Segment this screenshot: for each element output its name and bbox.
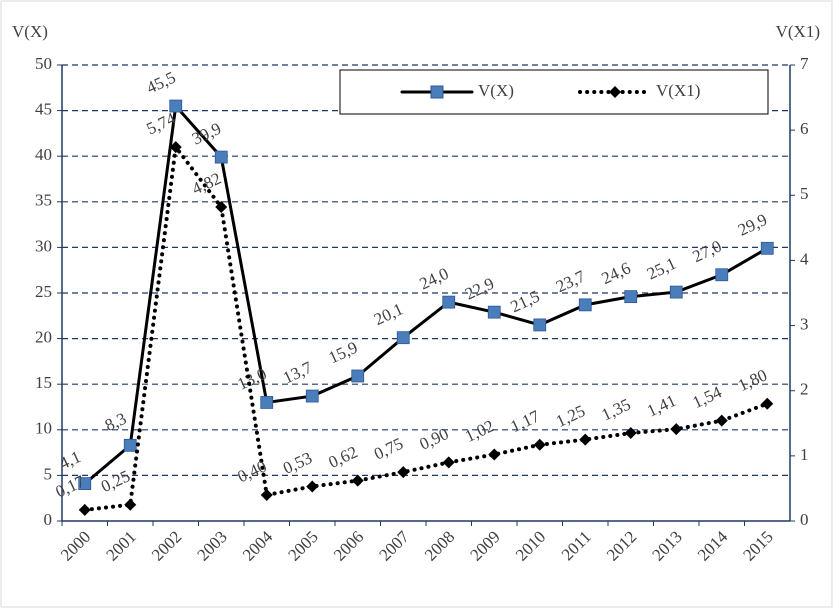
y2-tick-label: 2 xyxy=(800,380,809,399)
legend-marker xyxy=(609,86,621,98)
marker xyxy=(533,438,546,451)
marker xyxy=(214,150,228,164)
marker xyxy=(169,141,182,154)
marker xyxy=(305,389,319,403)
marker xyxy=(488,448,501,461)
marker xyxy=(260,396,274,409)
marker xyxy=(442,456,455,469)
y-axis-title: V(X) xyxy=(12,22,48,41)
y-tick-label: 45 xyxy=(35,100,52,119)
marker xyxy=(351,369,365,383)
y2-tick-label: 3 xyxy=(800,314,809,333)
y-tick-label: 5 xyxy=(44,464,53,483)
y-tick-label: 25 xyxy=(35,282,52,301)
y-tick-label: 15 xyxy=(35,373,52,392)
marker xyxy=(78,503,91,516)
marker xyxy=(487,305,501,319)
y-tick-label: 30 xyxy=(35,236,52,255)
y-tick-label: 0 xyxy=(44,510,53,529)
marker xyxy=(396,331,410,345)
marker xyxy=(579,433,592,446)
series-line xyxy=(83,102,769,486)
y2-tick-label: 5 xyxy=(800,184,809,203)
marker xyxy=(169,99,183,113)
marker xyxy=(397,466,410,479)
marker xyxy=(306,480,319,493)
y2-tick-label: 1 xyxy=(800,445,809,464)
marker xyxy=(624,290,638,304)
legend-label: V(X) xyxy=(478,81,514,100)
y-tick-label: 35 xyxy=(35,191,52,210)
y2-tick-label: 7 xyxy=(800,54,809,73)
marker xyxy=(761,397,774,410)
marker xyxy=(715,414,728,427)
legend-marker xyxy=(430,85,444,99)
series-line xyxy=(82,141,770,512)
marker xyxy=(624,427,637,440)
marker xyxy=(760,241,774,255)
marker xyxy=(578,298,592,312)
legend-label: V(X1) xyxy=(656,81,700,100)
marker xyxy=(442,295,456,309)
marker xyxy=(351,474,364,487)
y-tick-label: 50 xyxy=(35,54,52,73)
marker xyxy=(533,318,547,332)
marker xyxy=(78,477,92,491)
marker xyxy=(669,285,683,299)
marker xyxy=(260,488,273,501)
marker xyxy=(670,423,683,436)
y2-tick-label: 4 xyxy=(800,249,809,268)
y-tick-label: 20 xyxy=(35,328,52,347)
marker xyxy=(215,201,228,214)
y2-tick-label: 6 xyxy=(800,119,809,138)
y-tick-label: 40 xyxy=(35,145,52,164)
y2-tick-label: 0 xyxy=(800,510,809,529)
marker xyxy=(715,268,729,282)
y2-axis-title: V(X1) xyxy=(776,22,820,41)
marker xyxy=(124,498,137,511)
marker xyxy=(123,438,137,452)
y-tick-label: 10 xyxy=(35,419,52,438)
